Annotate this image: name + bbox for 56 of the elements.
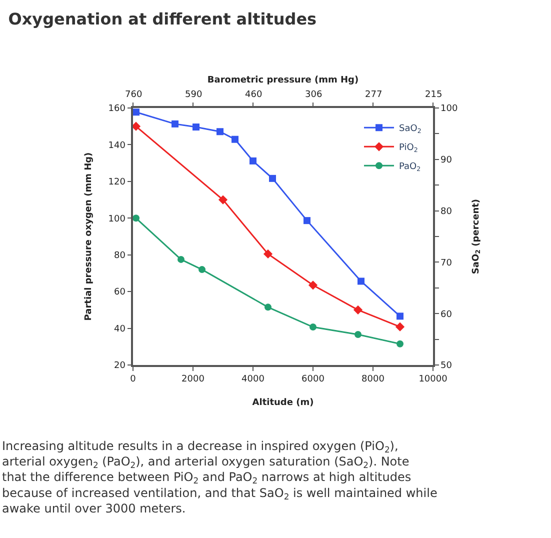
y-tick-label: 160 [108,104,126,114]
y-tick-label: 20 [114,361,126,372]
x-tick-label: 4000 [242,374,265,385]
text: 215 [425,90,442,100]
y-tick-label: 60 [114,288,126,298]
y-tick-label: 120 [108,178,126,188]
y2-tick-label: 100 [440,104,458,114]
point [304,217,310,224]
point [395,322,405,332]
point [198,266,206,274]
legend-label: PiO$_{2}$ [399,143,418,154]
point [396,312,404,320]
point [192,124,200,131]
y-axis-title: Partial pressure oxygen (mm Hg) [84,152,94,321]
point [310,324,316,330]
x-tick-label: 10000 [418,374,448,385]
y-tick-label: 80 [114,251,126,262]
point [358,278,364,285]
y2-tick-label: 90 [440,156,452,166]
text: Increasing altitude results in a decrease in inspired oxygen (PiO$_{2}$), arterial oxygen$_{2}$ (PaO$_{2}$), and arterial oxygen saturation (SaO$_{2}$). Note that the difference between PiO$_{2}$ and PaO$_{2}$ narrows at high altitudes because of increased ventilation, and that SaO$_{2}$ is well maintained while awake until over 3000 meters. [2,439,438,516]
y-tick-label: 40 [114,324,126,334]
x-tick-label: 0 [130,374,136,385]
x-tick-label: 2000 [182,374,205,385]
text: 277 [365,90,382,100]
point [218,195,228,204]
point [232,136,238,143]
point [354,331,362,338]
y-tick-label: 140 [108,140,126,151]
y2-tick-label: 70 [440,258,452,268]
text: 460 [245,90,262,100]
point [308,280,318,290]
y2-tick-label: 60 [440,310,452,320]
point [396,340,404,348]
point [178,256,184,263]
text: 590 [185,90,202,100]
point [263,249,273,258]
point [132,108,140,116]
text: 306 [305,90,322,100]
point [264,304,272,311]
point [353,305,363,314]
point [172,120,178,128]
x-tick-label: 6000 [302,374,325,385]
chart-title: Oxygenation at different altitudes [8,9,317,28]
legend-label: PaO$_{2}$ [399,162,421,174]
legend-label: SaO$_{2}$ [399,124,422,136]
y2-tick-label: 50 [440,361,452,372]
y2-tick-label: 80 [440,206,452,217]
point [269,174,276,182]
y-tick-label: 100 [108,214,126,224]
point [132,214,140,222]
x2-axis-title: Barometric pressure (mm Hg) [207,75,359,86]
x-axis-title: Altitude (m) [252,398,314,408]
point [216,128,224,136]
text: 760 [125,90,142,100]
x-tick-label: 8000 [362,374,385,385]
point [250,157,256,164]
